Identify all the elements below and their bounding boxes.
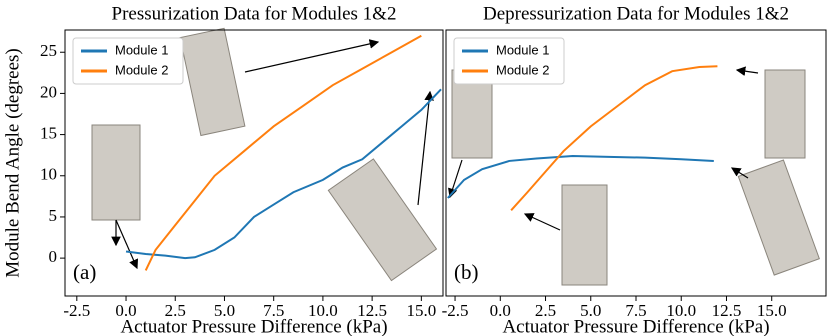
x-tick-label: 5.0 bbox=[214, 301, 235, 320]
module-photo bbox=[91, 124, 141, 221]
x-axis-label: Actuator Pressure Difference (kPa) bbox=[120, 316, 387, 336]
arrow bbox=[730, 167, 749, 179]
module-photo bbox=[764, 69, 806, 159]
data-line bbox=[510, 65, 718, 212]
x-axis-label: Actuator Pressure Difference (kPa) bbox=[502, 316, 769, 336]
x-tick-label: 5.0 bbox=[580, 301, 601, 320]
y-tick-label: 5 bbox=[49, 206, 58, 225]
x-tick-label: 12.5 bbox=[712, 301, 742, 320]
arrow bbox=[244, 39, 380, 73]
arrow bbox=[417, 90, 434, 206]
y-tick-label: 20 bbox=[40, 82, 57, 101]
legend-label: Module 2 bbox=[496, 62, 549, 77]
module-photo bbox=[561, 184, 608, 286]
photos bbox=[91, 27, 820, 286]
y-tick-label: 25 bbox=[40, 41, 57, 60]
chart-title: Pressurization Data for Modules 1&2 bbox=[112, 3, 397, 24]
arrow bbox=[735, 66, 759, 76]
x-tick-label: 10.0 bbox=[308, 301, 338, 320]
legend-label: Module 1 bbox=[496, 42, 549, 57]
x-tick-label: 7.5 bbox=[625, 301, 646, 320]
x-tick-label: 2.5 bbox=[535, 301, 556, 320]
plot-frame bbox=[64, 29, 444, 297]
arrow bbox=[448, 159, 463, 199]
legend-label: Module 1 bbox=[115, 42, 168, 57]
arrow bbox=[115, 219, 139, 270]
x-tick-label: 7.5 bbox=[263, 301, 284, 320]
x-tick-label: 15.0 bbox=[406, 301, 436, 320]
legend-label: Module 2 bbox=[115, 62, 168, 77]
x-tick-label: 10.0 bbox=[666, 301, 696, 320]
module-photo bbox=[327, 158, 438, 282]
y-tick-label: 10 bbox=[40, 165, 57, 184]
x-tick-label: 2.5 bbox=[165, 301, 186, 320]
plot-frame bbox=[445, 29, 827, 297]
x-tick-label: 12.5 bbox=[357, 301, 387, 320]
data-line bbox=[144, 34, 422, 271]
x-tick-label: 0.0 bbox=[490, 301, 511, 320]
y-tick-label: 15 bbox=[40, 123, 57, 142]
panel-label: (b) bbox=[454, 260, 479, 284]
data-line bbox=[447, 154, 714, 199]
x-tick-label: 0.0 bbox=[115, 301, 136, 320]
arrow bbox=[523, 213, 561, 231]
module-photo bbox=[179, 27, 246, 137]
x-tick-label: -2.5 bbox=[63, 301, 90, 320]
y-axis-label: Module Bend Angle (degrees) bbox=[2, 48, 23, 278]
data-line bbox=[125, 88, 442, 260]
y-tick-label: 0 bbox=[49, 247, 58, 266]
x-tick-label: 15.0 bbox=[757, 301, 787, 320]
chart-title: Depressurization Data for Modules 1&2 bbox=[483, 3, 789, 24]
module-photo bbox=[737, 159, 820, 276]
x-tick-label: -2.5 bbox=[442, 301, 469, 320]
panel-label: (a) bbox=[73, 260, 96, 284]
